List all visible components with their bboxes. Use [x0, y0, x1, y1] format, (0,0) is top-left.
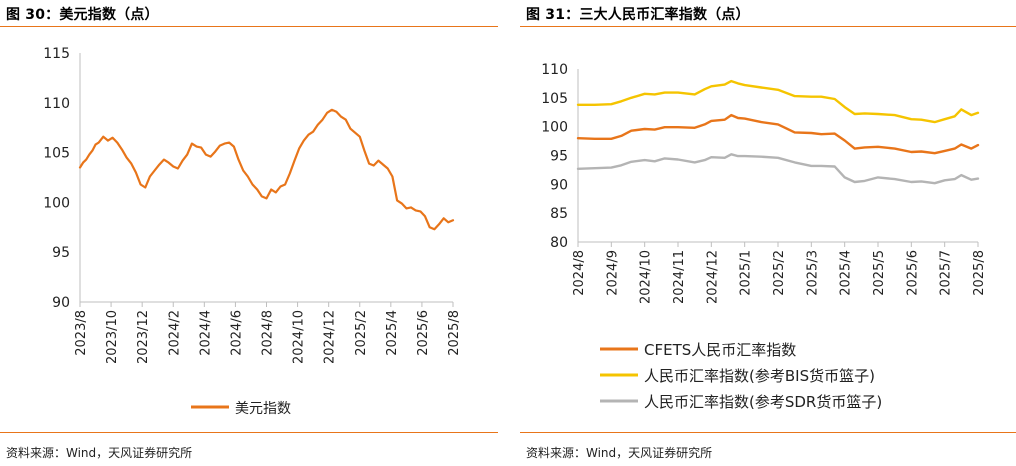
x-tick-label: 2023/12 [136, 310, 151, 364]
x-tick-label: 2025/6 [416, 310, 431, 356]
x-tick-label: 2025/4 [385, 310, 400, 356]
x-tick-label: 2024/12 [705, 250, 720, 304]
x-tick-label: 2024/10 [292, 310, 307, 364]
x-tick-label: 2024/2 [167, 310, 182, 356]
x-tick-label: 2024/6 [229, 310, 244, 356]
rmb-index-chart: 80 85 90 95 100 105 110 2024/8 2024/9 2024/10 2024… [541, 62, 987, 411]
x-tick-label: 2024/9 [605, 250, 620, 296]
x-tick-label: 2024/12 [323, 310, 338, 364]
source-rule-left [0, 432, 498, 433]
y-tick-label: 85 [550, 206, 568, 222]
y-tick-label: 115 [43, 46, 70, 62]
x-tick-label: 2025/1 [739, 250, 754, 296]
x-tick-label: 2024/11 [672, 250, 687, 304]
y-tick-label: 100 [43, 195, 70, 211]
y-tick-label: 100 [541, 120, 568, 136]
series-line-1 [78, 108, 455, 231]
x-tick-label: 2023/10 [105, 310, 120, 364]
y-tick-label: 80 [550, 235, 568, 251]
source-rule-right [520, 432, 1016, 433]
y-tick-label: 110 [43, 96, 70, 112]
x-tick-label: 2024/8 [261, 310, 276, 356]
x-tick-label: 2025/8 [447, 310, 462, 356]
legend-label-1: CFETS人民币汇率指数 [644, 341, 796, 359]
x-tick-label: 2025/3 [805, 250, 820, 296]
x-tick-label: 2025/7 [939, 250, 954, 296]
legend-label-3: 人民币汇率指数(参考SDR货币篮子) [644, 393, 882, 411]
y-tick-label: 110 [541, 62, 568, 78]
chart-title-right: 图 31：三大人民币汇率指数（点） [526, 7, 750, 23]
y-tick-label: 95 [550, 149, 568, 165]
x-tick-label: 2025/2 [354, 310, 369, 356]
y-tick-label: 95 [52, 245, 70, 261]
source-note-right: 资料来源：Wind，天风证券研究所 [526, 446, 713, 460]
x-tick-label: 2025/8 [972, 250, 987, 296]
series-line-1 [576, 113, 980, 155]
x-tick-label: 2024/4 [198, 310, 213, 356]
title-rule-left [0, 26, 498, 27]
y-tick-label: 105 [43, 146, 70, 162]
y-tick-label: 105 [541, 91, 568, 107]
legend-label-1: 美元指数 [235, 401, 291, 417]
x-tick-label: 2024/8 [572, 250, 587, 296]
right-panel: 图 31：三大人民币汇率指数（点） 80 85 90 95 100 105 110 2024/… [520, 0, 1016, 466]
y-tick-label: 90 [52, 295, 70, 311]
x-tick-label: 2025/5 [872, 250, 887, 296]
y-tick-label: 90 [550, 177, 568, 193]
series-line-3 [576, 153, 980, 185]
x-tick-label: 2025/4 [839, 250, 854, 296]
usd-index-chart: 90 95 100 105 110 115 2023/8 2023/10 2023/12 2024… [43, 46, 462, 417]
series-line-2 [576, 79, 980, 124]
left-panel: 图 30：美元指数（点） 90 95 100 105 110 115 2023/8 2023/… [0, 0, 498, 466]
x-tick-label: 2025/6 [905, 250, 920, 296]
x-tick-label: 2024/10 [639, 250, 654, 304]
chart-title-left: 图 30：美元指数（点） [6, 7, 159, 23]
title-rule-right [520, 26, 1016, 27]
source-note-left: 资料来源：Wind，天风证券研究所 [6, 446, 193, 460]
legend-label-2: 人民币汇率指数(参考BIS货币篮子) [644, 367, 875, 385]
x-tick-label: 2023/8 [74, 310, 89, 356]
x-tick-label: 2025/2 [772, 250, 787, 296]
